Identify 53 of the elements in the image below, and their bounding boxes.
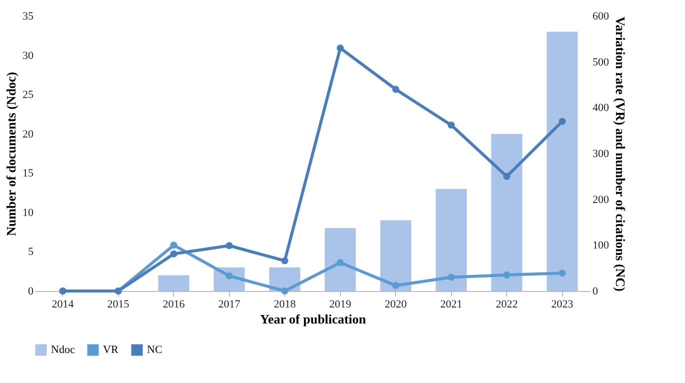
x-tick-label: 2015 <box>107 298 130 310</box>
y2-tick-label: 300 <box>592 148 610 160</box>
y2-tick-label: 100 <box>592 240 610 252</box>
point <box>558 118 566 125</box>
legend-label: VR <box>103 344 119 356</box>
y-axis-title: Number of documents (Ndoc) <box>4 72 18 236</box>
point <box>503 271 510 278</box>
point <box>170 242 178 249</box>
y-tick-label: 20 <box>22 128 34 140</box>
point <box>448 274 455 281</box>
point <box>336 44 344 52</box>
y-tick-label: 10 <box>22 206 34 219</box>
point <box>503 172 510 180</box>
bar <box>436 188 467 291</box>
x-tick-label: 2022 <box>496 298 518 310</box>
point <box>226 242 233 250</box>
y2-tick-label: 0 <box>592 286 598 298</box>
x-tick-label: 2016 <box>162 298 186 310</box>
y-tick-label: 25 <box>22 89 34 102</box>
point <box>281 257 288 264</box>
y-tick-label: 5 <box>28 246 34 258</box>
legend-label: Ndoc <box>51 344 75 356</box>
bar <box>546 32 578 291</box>
y-tick-label: 35 <box>22 10 34 22</box>
y-tick-label: 15 <box>22 168 34 180</box>
y2-tick-label: 400 <box>592 102 610 114</box>
x-tick-label: 2023 <box>551 298 574 310</box>
y2-tick-label: 200 <box>592 194 610 206</box>
point <box>558 270 566 277</box>
x-tick-label: 2017 <box>218 298 241 310</box>
point <box>170 250 178 258</box>
y2-axis-title: Variation rate (VR) and number of citations (NC) <box>613 16 628 292</box>
y-tick-label: 30 <box>22 50 34 62</box>
point <box>448 122 455 129</box>
x-tick-label: 2014 <box>52 298 74 310</box>
point <box>336 259 344 266</box>
x-tick-label: 2019 <box>329 298 352 310</box>
x-axis-title: Year of publication <box>260 312 367 326</box>
x-tick-label: 2020 <box>384 298 408 310</box>
bar <box>158 275 190 291</box>
bar <box>491 134 522 291</box>
point <box>226 272 233 280</box>
x-tick-label: 2021 <box>440 298 462 310</box>
y-tick-label: 0 <box>28 286 34 298</box>
legend-label: NC <box>147 344 162 356</box>
point <box>281 287 288 295</box>
bar <box>324 228 356 291</box>
x-tick-label: 2018 <box>274 298 296 310</box>
y2-tick-label: 600 <box>592 10 610 22</box>
y2-tick-label: 500 <box>592 56 610 68</box>
bar <box>380 220 412 291</box>
point <box>392 282 400 290</box>
point <box>392 86 400 93</box>
